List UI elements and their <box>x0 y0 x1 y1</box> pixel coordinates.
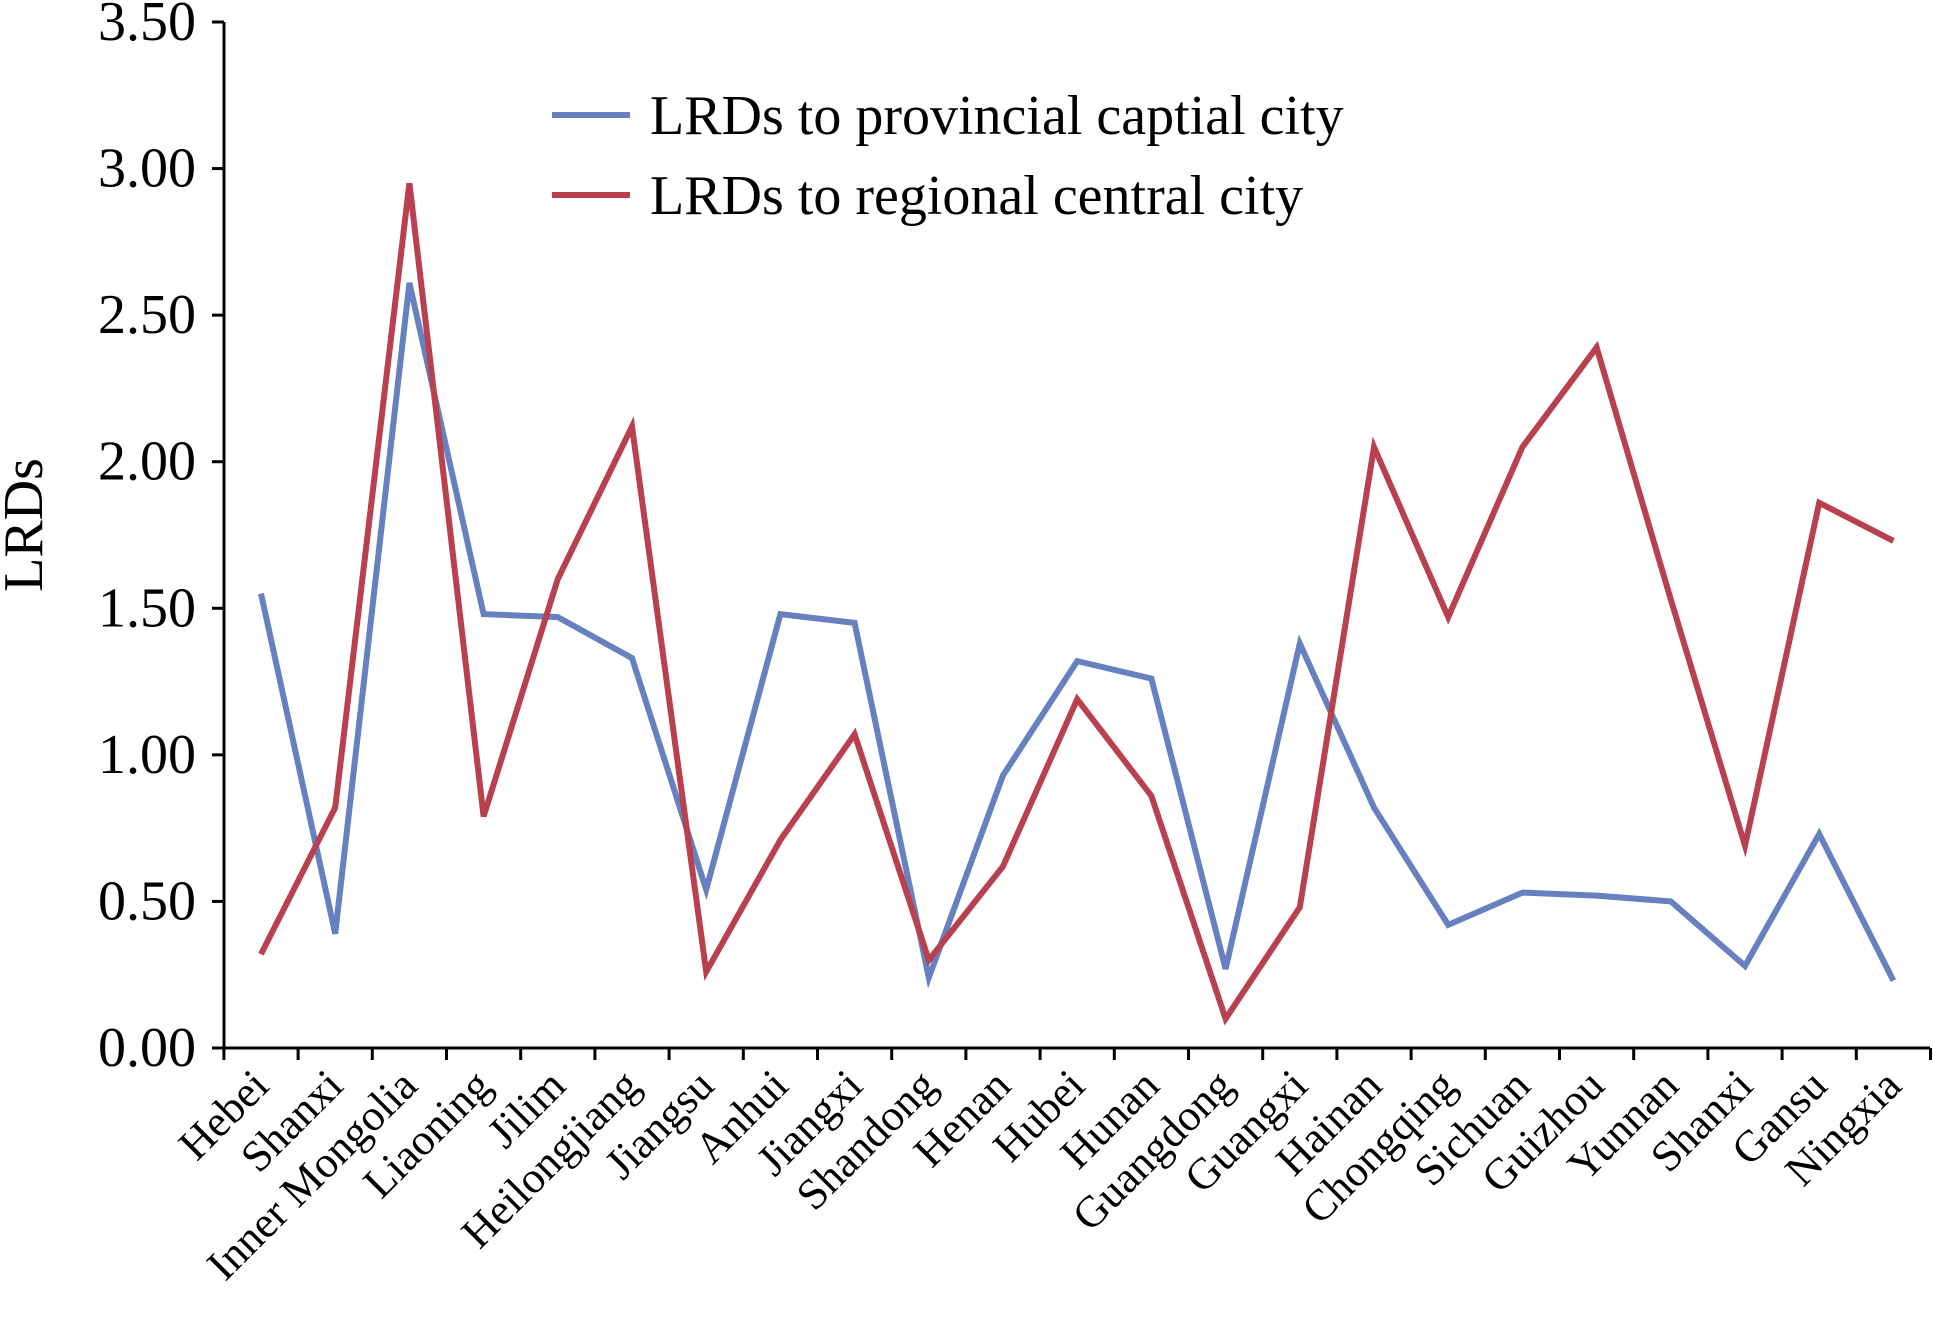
series-line-1 <box>258 282 1897 989</box>
legend-label-1: LRDs to provincial captial city <box>650 85 1344 147</box>
y-tick-label: 2.00 <box>98 431 196 493</box>
y-tick-label: 1.00 <box>98 724 196 786</box>
legend-label-2: LRDs to regional central city <box>650 165 1303 227</box>
y-tick-label: 3.50 <box>98 0 196 53</box>
y-tick-label: 0.50 <box>98 870 196 932</box>
y-axis-title: LRDs <box>0 458 55 592</box>
y-tick-label: 1.50 <box>98 577 196 639</box>
legend: LRDs to provincial captial city LRDs to r… <box>552 85 1344 227</box>
series-line-2 <box>258 182 1895 1026</box>
y-tick-label: 2.50 <box>98 284 196 346</box>
y-tick-label: 0.00 <box>98 1017 196 1079</box>
plot-area <box>258 182 1897 1026</box>
y-tick-label: 3.00 <box>98 138 196 200</box>
